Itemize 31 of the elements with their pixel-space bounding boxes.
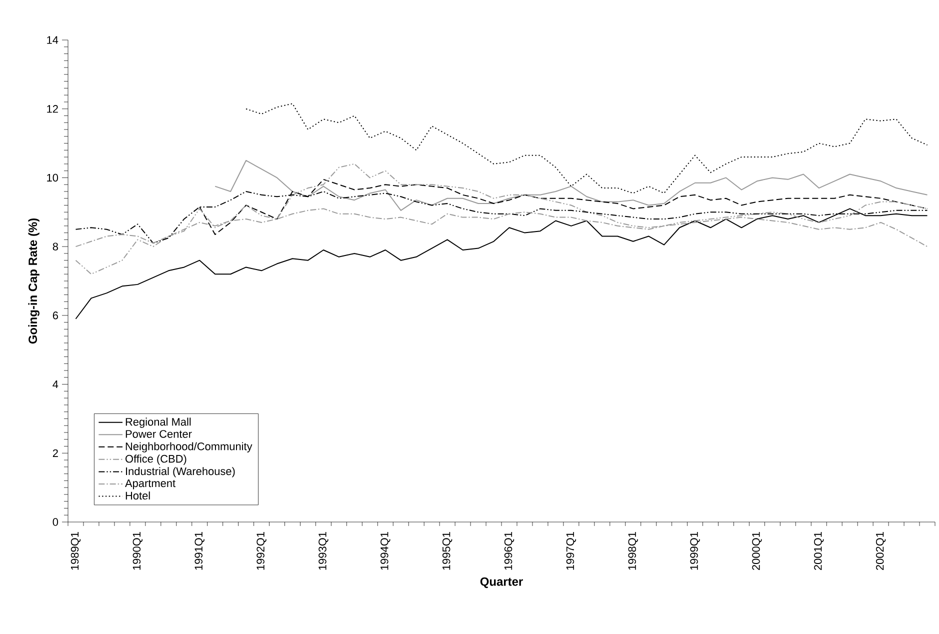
y-tick-label: 14	[47, 36, 58, 44]
y-tick-label: 12	[47, 105, 58, 113]
x-tick-label: 2000Q1	[752, 532, 762, 570]
x-tick-label: 1989Q1	[70, 532, 81, 570]
y-tick-label: 2	[52, 449, 58, 457]
x-tick-label: 1992Q1	[256, 532, 266, 570]
legend-label: Regional Mall	[126, 418, 191, 428]
legend-label: Industrial (Warehouse)	[126, 467, 235, 478]
legend-label: Office (CBD)	[126, 454, 186, 465]
y-tick-label: 4	[52, 380, 58, 388]
x-tick-label: 1996Q1	[504, 532, 514, 570]
x-tick-label: 1994Q1	[380, 532, 390, 570]
x-tick-label: 2001Q1	[814, 532, 824, 570]
legend-label: Power Center	[126, 430, 192, 438]
y-tick-label: 0	[52, 518, 58, 526]
y-tick-label: 10	[47, 174, 58, 182]
x-tick-label: 1990Q1	[132, 532, 143, 570]
x-tick-label: 1999Q1	[690, 532, 700, 570]
x-tick-label: 1995Q1	[442, 532, 452, 570]
x-tick-label: 1991Q1	[194, 532, 204, 570]
x-axis-title: Quarter	[480, 577, 523, 588]
x-tick-label: 1993Q1	[318, 532, 328, 570]
y-tick-label: 6	[52, 312, 58, 320]
legend-label: Hotel	[126, 492, 150, 500]
x-tick-label: 1997Q1	[566, 532, 576, 570]
x-tick-label: 2002Q1	[876, 532, 886, 570]
legend-label: Apartment	[125, 479, 176, 490]
x-tick-label: 1998Q1	[628, 532, 638, 570]
y-axis-title: Going-in Cap Rate (%)	[28, 218, 40, 344]
y-tick-label: 8	[52, 242, 58, 250]
legend-label: Neighborhood/Community	[126, 442, 252, 452]
